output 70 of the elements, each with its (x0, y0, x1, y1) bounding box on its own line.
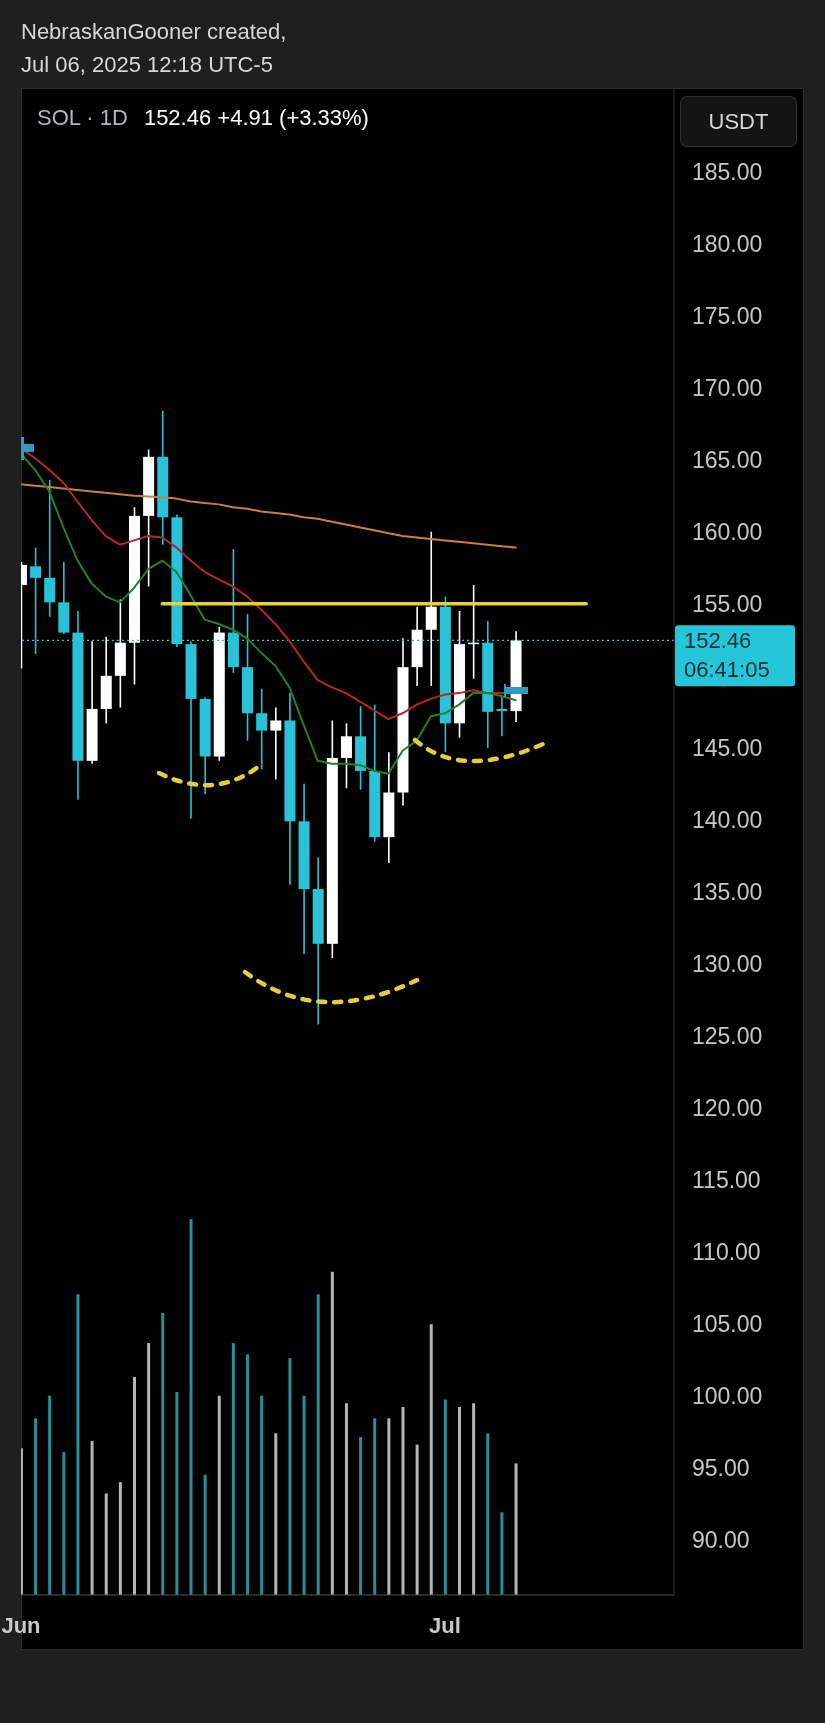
bar (359, 1437, 363, 1595)
bar (21, 1448, 23, 1595)
bar (500, 1512, 504, 1595)
y-tick-label: 180.00 (692, 230, 763, 257)
y-tick-label: 135.00 (692, 879, 763, 906)
bar (34, 1418, 38, 1595)
text: Jul 06, 2025 12:18 UTC-5 (21, 52, 273, 77)
bar (118, 1482, 122, 1595)
text: 06:41:05 (684, 657, 770, 683)
candlestick (425, 530, 437, 687)
line-series (21, 483, 517, 549)
bar (132, 1376, 136, 1595)
bar (486, 1433, 490, 1595)
y-axis-title: USDT (680, 96, 797, 147)
y-tick-label: 110.00 (692, 1239, 761, 1266)
bar (161, 1313, 165, 1595)
bar (373, 1418, 377, 1595)
bar (104, 1493, 108, 1595)
bar (472, 1403, 476, 1595)
bar (330, 1271, 334, 1595)
bar (62, 1452, 66, 1595)
y-tick-label: 105.00 (692, 1311, 763, 1338)
bar (147, 1343, 151, 1595)
bar (274, 1433, 278, 1595)
text: 152.46 +4.91 (+3.33%) (143, 105, 369, 130)
bar (344, 1403, 348, 1595)
bar (217, 1395, 221, 1595)
bar (175, 1391, 179, 1595)
candlestick (270, 706, 282, 781)
y-tick-label: 115.00 (692, 1167, 761, 1194)
candlestick (256, 687, 268, 771)
bar (415, 1444, 419, 1595)
y-tick-label: 175.00 (692, 302, 763, 329)
candlestick (340, 722, 352, 789)
y-tick-label: 165.00 (692, 446, 763, 473)
candlestick (496, 695, 508, 738)
bar (246, 1354, 250, 1595)
y-tick-label: 120.00 (692, 1095, 763, 1122)
bar (48, 1395, 52, 1595)
y-tick-label: 140.00 (692, 807, 763, 834)
y-tick-label: 155.00 (692, 590, 763, 617)
bar (401, 1407, 405, 1595)
ref-line-label: 152.46 (684, 628, 752, 654)
y-tick-label: 95.00 (692, 1455, 750, 1482)
y-tick-label: 160.00 (692, 518, 763, 545)
bar (76, 1294, 80, 1595)
bar (260, 1395, 264, 1595)
y-tick-label: 100.00 (692, 1383, 763, 1410)
y-tick-label: 145.00 (692, 735, 763, 762)
y-tick-label: 130.00 (692, 951, 763, 978)
bar (514, 1463, 518, 1595)
bar (387, 1418, 391, 1595)
bar (458, 1407, 462, 1595)
bar (288, 1358, 292, 1595)
bar (302, 1395, 306, 1595)
text: SOL · 1D (37, 105, 128, 130)
bar (316, 1294, 320, 1595)
bar (429, 1324, 433, 1595)
bar (203, 1474, 207, 1595)
y-tick-label: 170.00 (692, 374, 763, 401)
y-tick-label: 125.00 (692, 1023, 763, 1050)
bar (443, 1399, 447, 1595)
x-tick-label: Jun (1, 1612, 41, 1638)
y-tick-label: 90.00 (692, 1527, 750, 1554)
bar (189, 1219, 193, 1595)
text: NebraskanGooner created, (21, 19, 287, 44)
x-tick-label: Jul (429, 1612, 461, 1638)
y-tick-label: 185.00 (692, 158, 763, 185)
bar (231, 1343, 235, 1595)
bar (90, 1440, 94, 1595)
